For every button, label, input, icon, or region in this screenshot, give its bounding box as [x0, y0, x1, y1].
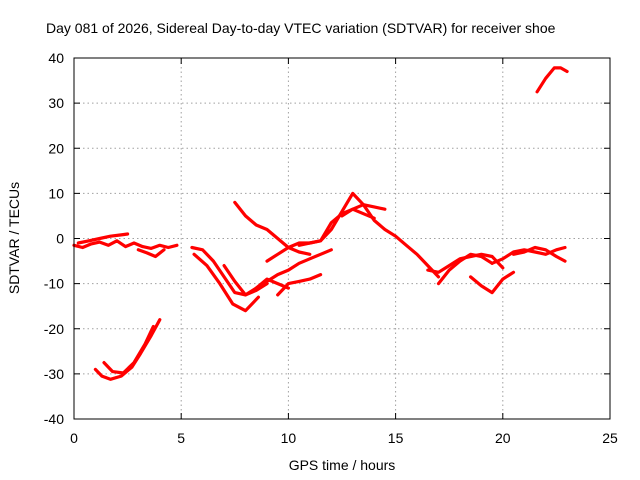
x-tick-label: 20 [495, 430, 511, 446]
series-line-arc-early-flat-2 [76, 232, 130, 245]
series-line-arc-mid-1 [265, 191, 441, 279]
series-line-arc-dip-1 [190, 245, 269, 297]
x-tick-label: 0 [70, 430, 78, 446]
x-tick-label: 5 [177, 430, 185, 446]
chart-title: Day 081 of 2026, Sidereal Day-to-day VTE… [46, 20, 556, 36]
x-tick-label: 15 [388, 430, 404, 446]
series-line-arc-high [535, 66, 569, 94]
y-tick-label: 20 [48, 140, 64, 156]
series-line-arc-late-2 [436, 252, 494, 286]
series-line-arc-low-2 [102, 324, 155, 375]
y-axis-label: SDTVAR / TECUs [6, 182, 22, 294]
series-line-arc-mid-3 [340, 203, 387, 218]
series-line-arc-early-flat [72, 239, 179, 250]
y-tick-label: -40 [44, 411, 64, 427]
series-line-arc-dip-2 [192, 252, 260, 313]
y-tick-label: -10 [44, 276, 64, 292]
x-tick-label: 10 [281, 430, 297, 446]
series-line-arc-late-5 [511, 245, 567, 263]
grid [74, 58, 610, 419]
series-line-arc-low-mid [254, 248, 333, 290]
y-tick-label: 40 [48, 50, 64, 66]
series-line-arc-early-flat-3 [136, 248, 166, 259]
y-tick-label: -20 [44, 321, 64, 337]
x-axis-label: GPS time / hours [289, 457, 396, 473]
x-tick-label: 25 [602, 430, 618, 446]
y-tick-label: 10 [48, 185, 64, 201]
axes: 0 5 10 15 20 25 -40 -30 -20 -10 0 10 20 30 40 [44, 50, 618, 446]
y-tick-label: 0 [56, 231, 64, 247]
series-layer [72, 66, 569, 381]
y-tick-label: 30 [48, 95, 64, 111]
series-line-arc-late-3 [469, 270, 516, 295]
y-tick-label: -30 [44, 366, 64, 382]
series-line-arc-mid-2 [297, 207, 376, 247]
series-line-arc-low-mid-2 [276, 273, 323, 297]
series-line-arc-descend [233, 200, 312, 256]
